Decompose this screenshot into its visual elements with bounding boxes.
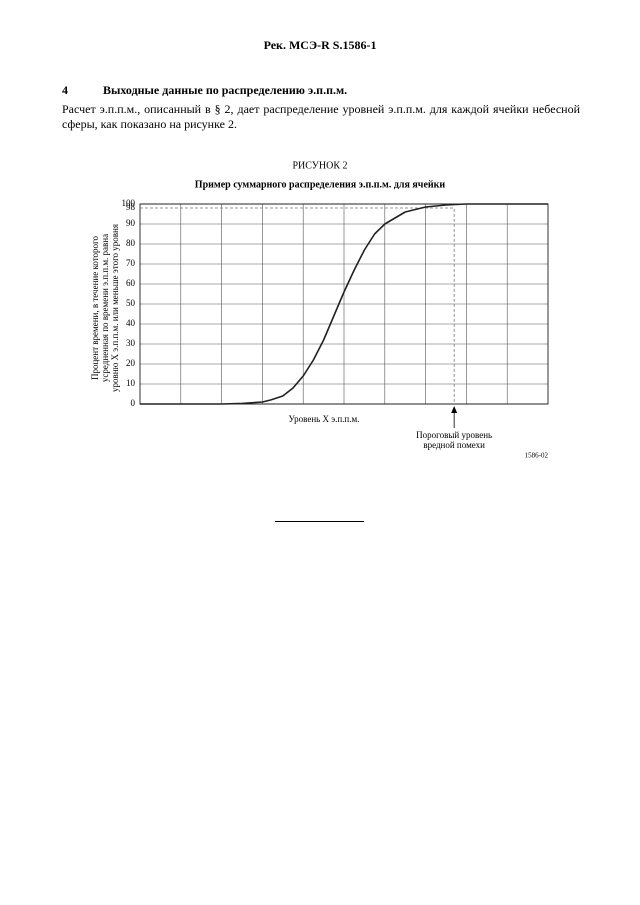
y-tick-label: 100	[122, 198, 136, 208]
y-axis-label: усредненная по времени э.п.п.м. равна	[100, 234, 110, 382]
y-tick-label: 40	[126, 318, 136, 328]
section-number: 4	[62, 83, 68, 97]
y-tick-label: 50	[126, 298, 136, 308]
y-tick-label: 70	[126, 258, 136, 268]
y-tick-label: 10	[126, 378, 136, 388]
y-tick-label: 0	[131, 398, 136, 408]
x-axis-label: Уровень X э.п.п.м.	[289, 414, 360, 424]
arrow-head	[451, 406, 458, 413]
y-tick-label: 20	[126, 358, 136, 368]
y-tick-label: 80	[126, 238, 136, 248]
paragraph: Расчет э.п.п.м., описанный в § 2, дает р…	[62, 102, 580, 131]
page-header: Рек. МСЭ-R S.1586-1	[263, 38, 377, 52]
y-tick-label: 30	[126, 338, 136, 348]
y-tick-label: 60	[126, 278, 136, 288]
section-title: Выходные данные по распределению э.п.п.м…	[103, 83, 348, 97]
y-tick-label: 98	[126, 202, 136, 212]
plot-frame	[139, 203, 549, 405]
threshold-label: Пороговый уровень	[416, 430, 492, 440]
threshold-line	[140, 207, 455, 404]
curve	[140, 203, 548, 405]
y-axis-label: уровню X э.п.п.м. или меньше этого уровн…	[110, 224, 120, 392]
y-axis-label: Процент времени, в течение которого	[90, 235, 100, 380]
threshold-label: вредной помехи	[423, 440, 485, 450]
y-tick-label: 90	[126, 218, 136, 228]
rule	[275, 521, 364, 522]
chart-title: Пример суммарного распределения э.п.п.м.…	[195, 179, 446, 190]
figure-label: РИСУНОК 2	[292, 160, 347, 171]
figure-id: 1586-02	[525, 452, 549, 460]
